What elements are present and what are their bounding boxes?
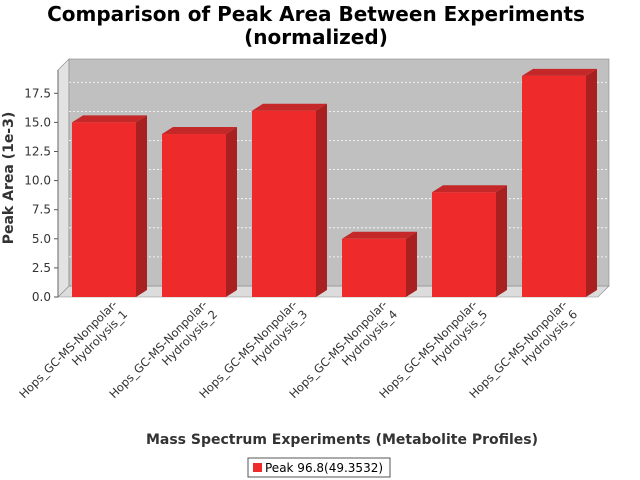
y-tick-label: 12.5 [24, 144, 51, 158]
bars-group [72, 68, 597, 298]
bar-3 [252, 103, 327, 297]
y-tick-label: 7.5 [32, 203, 51, 217]
y-tick-label: 2.5 [32, 261, 51, 275]
bar-1 [72, 115, 147, 297]
bar-side [316, 103, 327, 297]
bar-front [432, 192, 496, 297]
bar-front [522, 75, 586, 297]
bar-front [72, 122, 136, 297]
legend: Peak 96.8(49.3532) [247, 457, 391, 478]
bar-top [72, 115, 147, 123]
bar-side [136, 115, 147, 297]
y-axis-label: Peak Area (1e-3) [1, 112, 17, 245]
legend-entry-label: Peak 96.8(49.3532) [265, 461, 383, 475]
bar-4 [342, 231, 417, 297]
x-category-label: Hops_GC-MS-Nonpolar- [16, 297, 120, 401]
bar-2 [162, 127, 237, 298]
x-axis-categories: Hops_GC-MS-Nonpolar-Hydrolysis_1Hops_GC-… [16, 297, 580, 401]
y-tick-label: 5.0 [32, 232, 51, 246]
plot-area [57, 58, 610, 298]
chart-title-line-2: (normalized) [244, 25, 388, 49]
x-axis-label: Mass Spectrum Experiments (Metabolite Pr… [146, 432, 538, 448]
chart-title-line-1: Comparison of Peak Area Between Experime… [47, 2, 585, 26]
bar-side [226, 127, 237, 298]
y-tick-label: 15.0 [24, 115, 51, 129]
legend-box [247, 457, 391, 478]
bar-top [432, 185, 507, 193]
y-tick-label: 0.0 [32, 290, 51, 304]
bar-top [522, 68, 597, 76]
bar-side [406, 231, 417, 297]
plot-left-wall [57, 58, 70, 298]
bar-top [342, 231, 417, 239]
bar-top [162, 127, 237, 135]
bar-front [162, 134, 226, 297]
bar-side [496, 185, 507, 297]
bar-side [586, 68, 597, 297]
bar-6 [522, 68, 597, 297]
bar-front [252, 110, 316, 297]
bar-front [342, 238, 406, 297]
y-tick-label: 10.0 [24, 174, 51, 188]
bar-5 [432, 185, 507, 297]
y-tick-label: 17.5 [24, 86, 51, 100]
plot-back-wall [68, 58, 610, 287]
bar-top [252, 103, 327, 111]
legend-swatch [253, 463, 262, 472]
y-axis-ticks: 0.0 2.5 5.0 7.5 10.0 12.5 15.0 17.5 [24, 70, 59, 304]
